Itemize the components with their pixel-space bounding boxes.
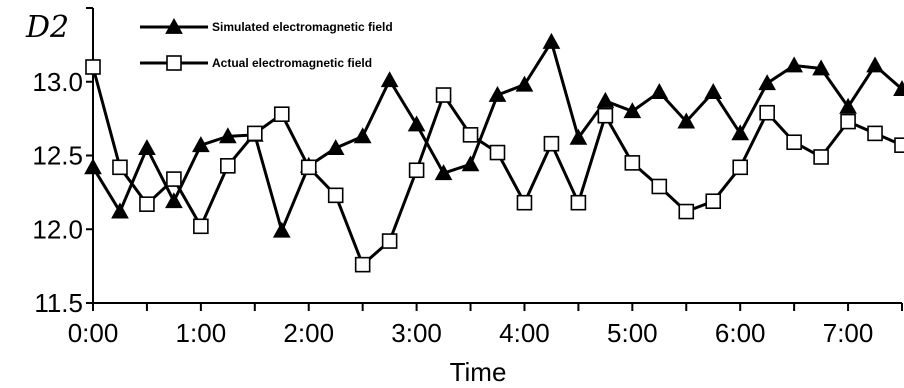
data-point-square (651, 178, 668, 195)
data-point-triangle (192, 136, 210, 153)
legend: Simulated electromagnetic field Actual el… (140, 17, 393, 71)
data-point-triangle (461, 155, 480, 172)
data-point-triangle (515, 75, 534, 92)
data-point-square (166, 171, 182, 187)
data-point-square (813, 149, 829, 165)
data-point-triangle (380, 71, 399, 88)
data-point-square (678, 203, 695, 220)
x-tick-label: 7:00 (823, 318, 874, 348)
data-point-triangle (677, 112, 696, 129)
data-point-triangle (893, 80, 904, 97)
data-point-triangle (434, 164, 453, 181)
data-point-triangle (758, 74, 777, 91)
y-tick-label: 12.5 (32, 141, 83, 171)
y-tick-label: 11.5 (34, 288, 83, 318)
data-point-triangle (812, 59, 830, 76)
data-point-triangle (785, 56, 803, 73)
data-point-triangle (84, 158, 102, 175)
data-point-triangle (272, 221, 291, 238)
data-point-square (85, 59, 101, 75)
data-point-square (759, 104, 775, 121)
data-point-square (354, 256, 371, 273)
data-point-triangle (866, 56, 884, 73)
data-point-square (597, 107, 614, 124)
legend-item: Simulated electromagnetic field (140, 17, 393, 34)
data-point-square (220, 158, 236, 174)
data-point-square (193, 218, 209, 235)
x-axis-ticks: 0:00 1:00 2:00 3:00 4:00 5:00 6:00 7:00 (68, 303, 903, 348)
data-point-square (867, 125, 883, 142)
x-tick-label: 1:00 (176, 318, 227, 348)
data-point-triangle (704, 83, 723, 99)
data-point-triangle (165, 192, 183, 209)
data-point-triangle (542, 32, 561, 49)
series-layer (84, 32, 904, 273)
data-point-triangle (650, 83, 669, 99)
data-point-square (732, 159, 749, 176)
y-tick-label: 12.0 (32, 214, 83, 244)
data-point-square (112, 159, 128, 176)
data-point-square (894, 137, 904, 153)
data-point-square (273, 106, 290, 122)
legend-label: Actual electromagnetic field (212, 56, 372, 70)
y-axis-title: D2 (25, 10, 69, 45)
data-point-square (705, 193, 722, 210)
data-point-square (462, 127, 479, 143)
data-point-triangle (596, 91, 615, 108)
data-point-square (570, 194, 587, 211)
data-point-square (516, 194, 533, 211)
data-point-triangle (839, 97, 857, 114)
data-point-triangle (731, 124, 750, 141)
x-tick-label: 4:00 (499, 318, 550, 348)
data-point-square (435, 87, 452, 103)
legend-marker-triangle (165, 17, 183, 34)
data-point-square (247, 125, 263, 142)
data-point-triangle (111, 202, 129, 219)
x-tick-label: 0:00 (68, 318, 119, 348)
data-point-triangle (488, 85, 507, 102)
x-tick-label: 2:00 (283, 318, 334, 348)
y-tick-label: 13.0 (32, 67, 83, 97)
y-axis-ticks: 11.5 12.0 12.5 13.0 (32, 7, 93, 318)
legend-item: Actual electromagnetic field (140, 55, 372, 71)
data-point-square (786, 134, 802, 151)
data-point-triangle (326, 139, 345, 156)
data-point-triangle (407, 115, 426, 132)
data-point-triangle (218, 127, 237, 144)
data-point-square (408, 162, 425, 179)
data-point-square (840, 113, 856, 130)
x-tick-label: 6:00 (715, 318, 766, 348)
data-point-square (624, 155, 641, 171)
series-line (91, 38, 903, 236)
legend-marker-square (166, 55, 182, 71)
data-point-triangle (353, 127, 372, 144)
legend-label: Simulated electromagnetic field (212, 20, 393, 34)
data-point-square (139, 196, 155, 212)
x-tick-label: 3:00 (391, 318, 442, 348)
data-point-square (381, 233, 398, 249)
data-point-square (489, 144, 506, 161)
data-point-square (327, 187, 344, 204)
data-point-triangle (138, 139, 156, 156)
data-point-triangle (569, 128, 588, 145)
data-point-triangle (623, 102, 642, 119)
data-point-square (300, 159, 317, 176)
data-point-square (543, 135, 560, 152)
x-axis-title: Time (450, 357, 507, 387)
series-simulated (84, 32, 904, 238)
x-tick-label: 5:00 (607, 318, 658, 348)
series-actual (85, 59, 904, 273)
